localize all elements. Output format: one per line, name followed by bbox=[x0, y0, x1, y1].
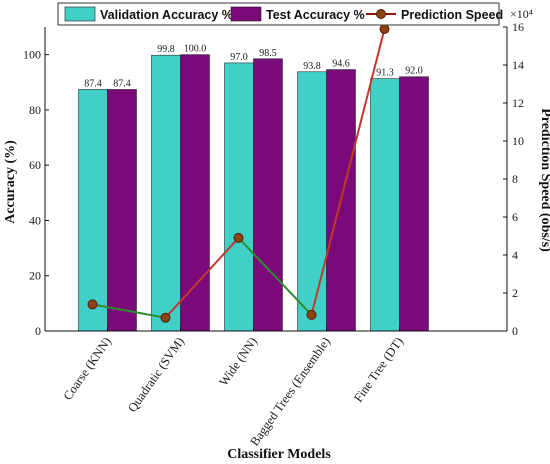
y-axis-title: Accuracy (%) bbox=[3, 140, 18, 224]
speed-point-3 bbox=[306, 309, 317, 320]
speed-line-segment-1 bbox=[164, 237, 240, 319]
test-bar-4 bbox=[399, 76, 429, 332]
test-bar-0 bbox=[107, 89, 137, 332]
y-tick-label: 100 bbox=[23, 48, 41, 62]
speed-point-2 bbox=[233, 232, 244, 243]
y-tick-label: 40 bbox=[29, 213, 41, 227]
y2-tick-label: 4 bbox=[512, 248, 518, 262]
legend-swatch-test bbox=[230, 6, 262, 22]
y-tick-label: 80 bbox=[29, 103, 41, 117]
y-tick-label: 20 bbox=[29, 269, 41, 283]
legend-box bbox=[57, 2, 500, 26]
y2-tick-label: 10 bbox=[512, 134, 524, 148]
y2-tick-label: 2 bbox=[512, 286, 518, 300]
y2-axis-title: Prediction Speed (obs/s) bbox=[538, 108, 550, 252]
y2-tick-label: 14 bbox=[512, 58, 524, 72]
x-axis-title: Classifier Models bbox=[227, 447, 331, 462]
x-category-label-1: Quadratic (SVM) bbox=[125, 335, 187, 415]
y2-tick-label: 16 bbox=[512, 20, 524, 34]
test-data-label-3: 94.6 bbox=[332, 59, 350, 70]
y2-tick-label: 12 bbox=[512, 96, 524, 110]
y-tick-label: 60 bbox=[29, 158, 41, 172]
y-tick-label: 0 bbox=[35, 324, 41, 338]
speed-point-4 bbox=[379, 24, 390, 34]
x-category-label-2: Wide (NN) bbox=[216, 335, 260, 389]
validation-data-label-3: 93.8 bbox=[303, 61, 321, 72]
y2-tick-label: 0 bbox=[512, 324, 518, 338]
x-category-label-4: Fine Tree (DT) bbox=[351, 335, 406, 405]
bars-layer: 87.4 87.4 99.8 100.0 97.0 98.5 93.8 94.6 91.3 92.… bbox=[78, 44, 429, 332]
validation-data-label-4: 91.3 bbox=[376, 68, 394, 79]
validation-bar-0 bbox=[78, 89, 108, 332]
legend-label-validation: Validation Accuracy % bbox=[100, 8, 233, 22]
speed-line-segment-2 bbox=[237, 237, 313, 316]
test-data-label-0: 87.4 bbox=[113, 78, 131, 89]
validation-data-label-1: 99.8 bbox=[157, 44, 175, 55]
speed-line-segment-3 bbox=[310, 28, 386, 316]
speed-point-0 bbox=[87, 299, 98, 310]
validation-bar-3 bbox=[297, 71, 327, 332]
legend-swatch-validation bbox=[64, 6, 96, 22]
test-data-label-4: 92.0 bbox=[405, 66, 423, 77]
y2-tick-label: 8 bbox=[512, 172, 518, 186]
y2-multiplier-label: ×10⁴ bbox=[510, 7, 533, 21]
test-data-label-1: 100.0 bbox=[184, 44, 207, 55]
validation-bar-1 bbox=[151, 54, 181, 332]
legend-label-test: Test Accuracy % bbox=[266, 8, 365, 22]
test-bar-1 bbox=[180, 54, 210, 332]
legend-label-speed: Prediction Speed bbox=[401, 8, 503, 22]
validation-bar-2 bbox=[224, 62, 254, 332]
speed-point-1 bbox=[160, 312, 171, 323]
legend-swatch-speed-marker bbox=[376, 9, 386, 19]
validation-bar-4 bbox=[370, 78, 400, 332]
y2-tick-label: 6 bbox=[512, 210, 518, 224]
speed-line-segment-0 bbox=[92, 303, 166, 319]
legend: Validation Accuracy % Test Accuracy % Pr… bbox=[57, 2, 503, 26]
validation-data-label-2: 97.0 bbox=[230, 52, 248, 63]
x-category-label-0: Coarse (KNN) bbox=[60, 335, 113, 403]
validation-data-label-0: 87.4 bbox=[84, 78, 102, 89]
test-data-label-2: 98.5 bbox=[259, 48, 277, 59]
x-category-label-3: Bagged Trees (Ensemble) bbox=[247, 335, 333, 449]
test-bar-2 bbox=[253, 58, 283, 332]
